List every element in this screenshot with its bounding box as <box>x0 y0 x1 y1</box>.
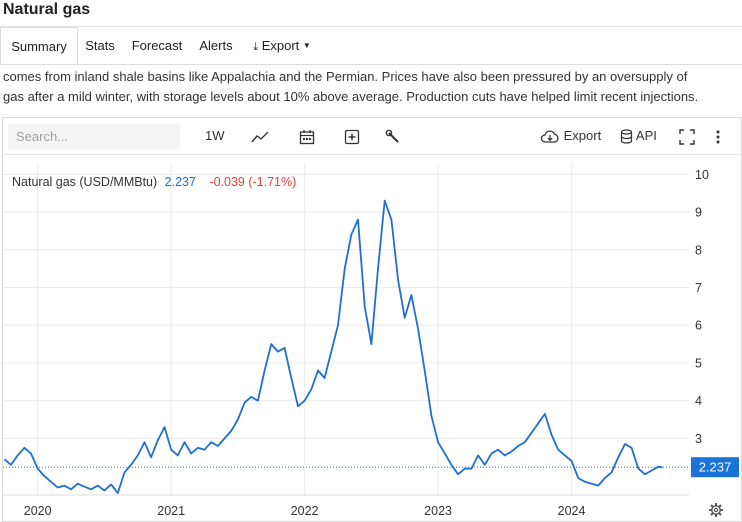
x-tick-label: 2020 <box>24 504 52 518</box>
y-tick-label: 3 <box>695 432 702 446</box>
more-vertical-icon[interactable] <box>715 118 721 154</box>
y-axis: 3 4 5 6 7 8 9 10 <box>695 168 709 446</box>
calendar-icon[interactable] <box>299 118 315 154</box>
interval-button[interactable]: 1W <box>205 128 225 143</box>
chart-legend: Natural gas (USD/MMBtu) 2.237 -0.039 (-1… <box>12 175 296 189</box>
database-icon <box>620 129 633 144</box>
x-tick-label: 2022 <box>291 504 319 518</box>
tab-summary-label: Summary <box>11 39 67 54</box>
y-tick-label: 9 <box>695 206 702 220</box>
price-chart: 3 4 5 6 7 8 9 10 2020 2021 2022 2023 2024 2.237 Nat… <box>3 163 739 518</box>
page-title: Natural gas <box>3 1 91 18</box>
x-tick-label: 2024 <box>558 504 586 518</box>
tab-alerts[interactable]: Alerts <box>196 27 236 64</box>
last-value-badge-bg <box>691 457 739 478</box>
description-line-1: comes from inland shale basins like Appa… <box>3 69 688 84</box>
tab-export-label: Export <box>261 38 300 53</box>
chart-panel: 1W Export API 3 4 5 6 7 8 9 10 2020 2021 <box>2 117 742 522</box>
y-tick-label: 5 <box>695 356 702 370</box>
cloud-download-icon <box>540 130 559 143</box>
api-button-label: API <box>635 128 657 143</box>
y-tick-label: 10 <box>695 168 709 182</box>
grid <box>3 163 689 495</box>
tab-summary[interactable]: Summary <box>0 27 78 66</box>
plus-box-icon[interactable] <box>344 118 360 154</box>
y-tick-label: 4 <box>695 394 702 408</box>
tabs-divider <box>0 64 742 65</box>
search-input[interactable] <box>8 124 180 149</box>
settings-gear-icon[interactable] <box>709 503 723 517</box>
tab-stats-label: Stats <box>85 38 115 53</box>
tab-stats[interactable]: Stats <box>80 27 120 64</box>
download-icon: ⤓ <box>253 41 259 53</box>
export-button-label: Export <box>563 128 602 143</box>
legend-name: Natural gas (USD/MMBtu) <box>12 175 157 189</box>
legend-change: -0.039 (-1.71%) <box>209 175 296 189</box>
series-line <box>3 199 663 494</box>
y-tick-label: 7 <box>695 281 702 295</box>
tab-bar: Summary Stats Forecast Alerts ⤓ Export ▼ <box>0 27 742 66</box>
line-chart-icon[interactable] <box>251 118 269 154</box>
y-tick-label: 8 <box>695 243 702 257</box>
x-axis: 2020 2021 2022 2023 2024 <box>3 494 689 518</box>
title-divider <box>0 26 742 27</box>
description-line-2: gas after a mild winter, with storage le… <box>3 89 699 104</box>
y-tick-label: 6 <box>695 319 702 333</box>
tab-alerts-label: Alerts <box>199 38 233 53</box>
export-button[interactable]: Export <box>540 118 601 154</box>
tab-forecast-label: Forecast <box>131 38 183 53</box>
api-button[interactable]: API <box>620 118 657 154</box>
wrench-icon[interactable] <box>385 118 401 154</box>
legend-value: 2.237 <box>165 175 196 189</box>
tab-export[interactable]: ⤓ Export ▼ <box>246 27 318 64</box>
chart-toolbar: 1W Export API <box>3 118 741 155</box>
x-tick-label: 2021 <box>157 504 185 518</box>
description: comes from inland shale basins like Appa… <box>3 67 742 107</box>
last-value-label: 2.237 <box>699 460 732 475</box>
x-tick-label: 2023 <box>424 504 452 518</box>
tab-forecast[interactable]: Forecast <box>128 27 186 64</box>
fullscreen-icon[interactable] <box>679 118 695 154</box>
caret-down-icon: ▼ <box>302 41 311 50</box>
last-value-badge: 2.237 <box>691 457 739 478</box>
